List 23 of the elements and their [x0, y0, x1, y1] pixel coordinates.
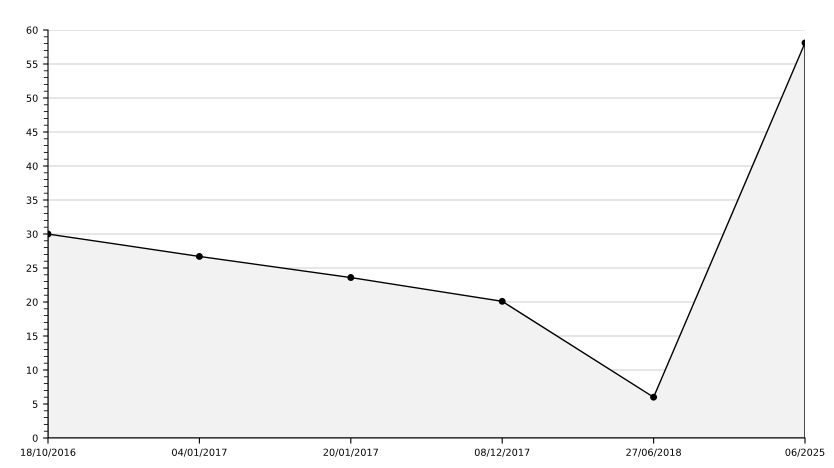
y-tick-label: 20 — [26, 298, 38, 306]
y-tick-label: 40 — [26, 162, 38, 170]
x-tick-label: 20/01/2017 — [323, 448, 378, 457]
y-tick-label: 0 — [32, 434, 38, 442]
y-tick-label: 60 — [26, 26, 38, 34]
y-tick-label: 35 — [26, 196, 38, 204]
x-tick-label: 06/2025 — [785, 448, 824, 457]
y-tick-label: 15 — [26, 332, 38, 340]
y-tick-label: 50 — [26, 94, 38, 102]
y-tick-label: 55 — [26, 60, 38, 68]
y-tick-label: 25 — [26, 264, 38, 272]
y-tick-label: 30 — [26, 230, 38, 238]
point — [498, 298, 506, 305]
y-tick-label: 45 — [26, 128, 38, 136]
point — [650, 394, 658, 401]
point — [347, 274, 354, 281]
y-tick-label: 10 — [26, 366, 38, 374]
x-tick-label: 27/06/2018 — [626, 448, 681, 457]
x-tick-label: 04/01/2017 — [172, 448, 227, 457]
y-tick-label: 5 — [32, 400, 38, 408]
x-tick-label: 18/10/2016 — [21, 448, 76, 457]
x-tick-label: 08/12/2017 — [474, 448, 530, 457]
point — [196, 252, 203, 260]
